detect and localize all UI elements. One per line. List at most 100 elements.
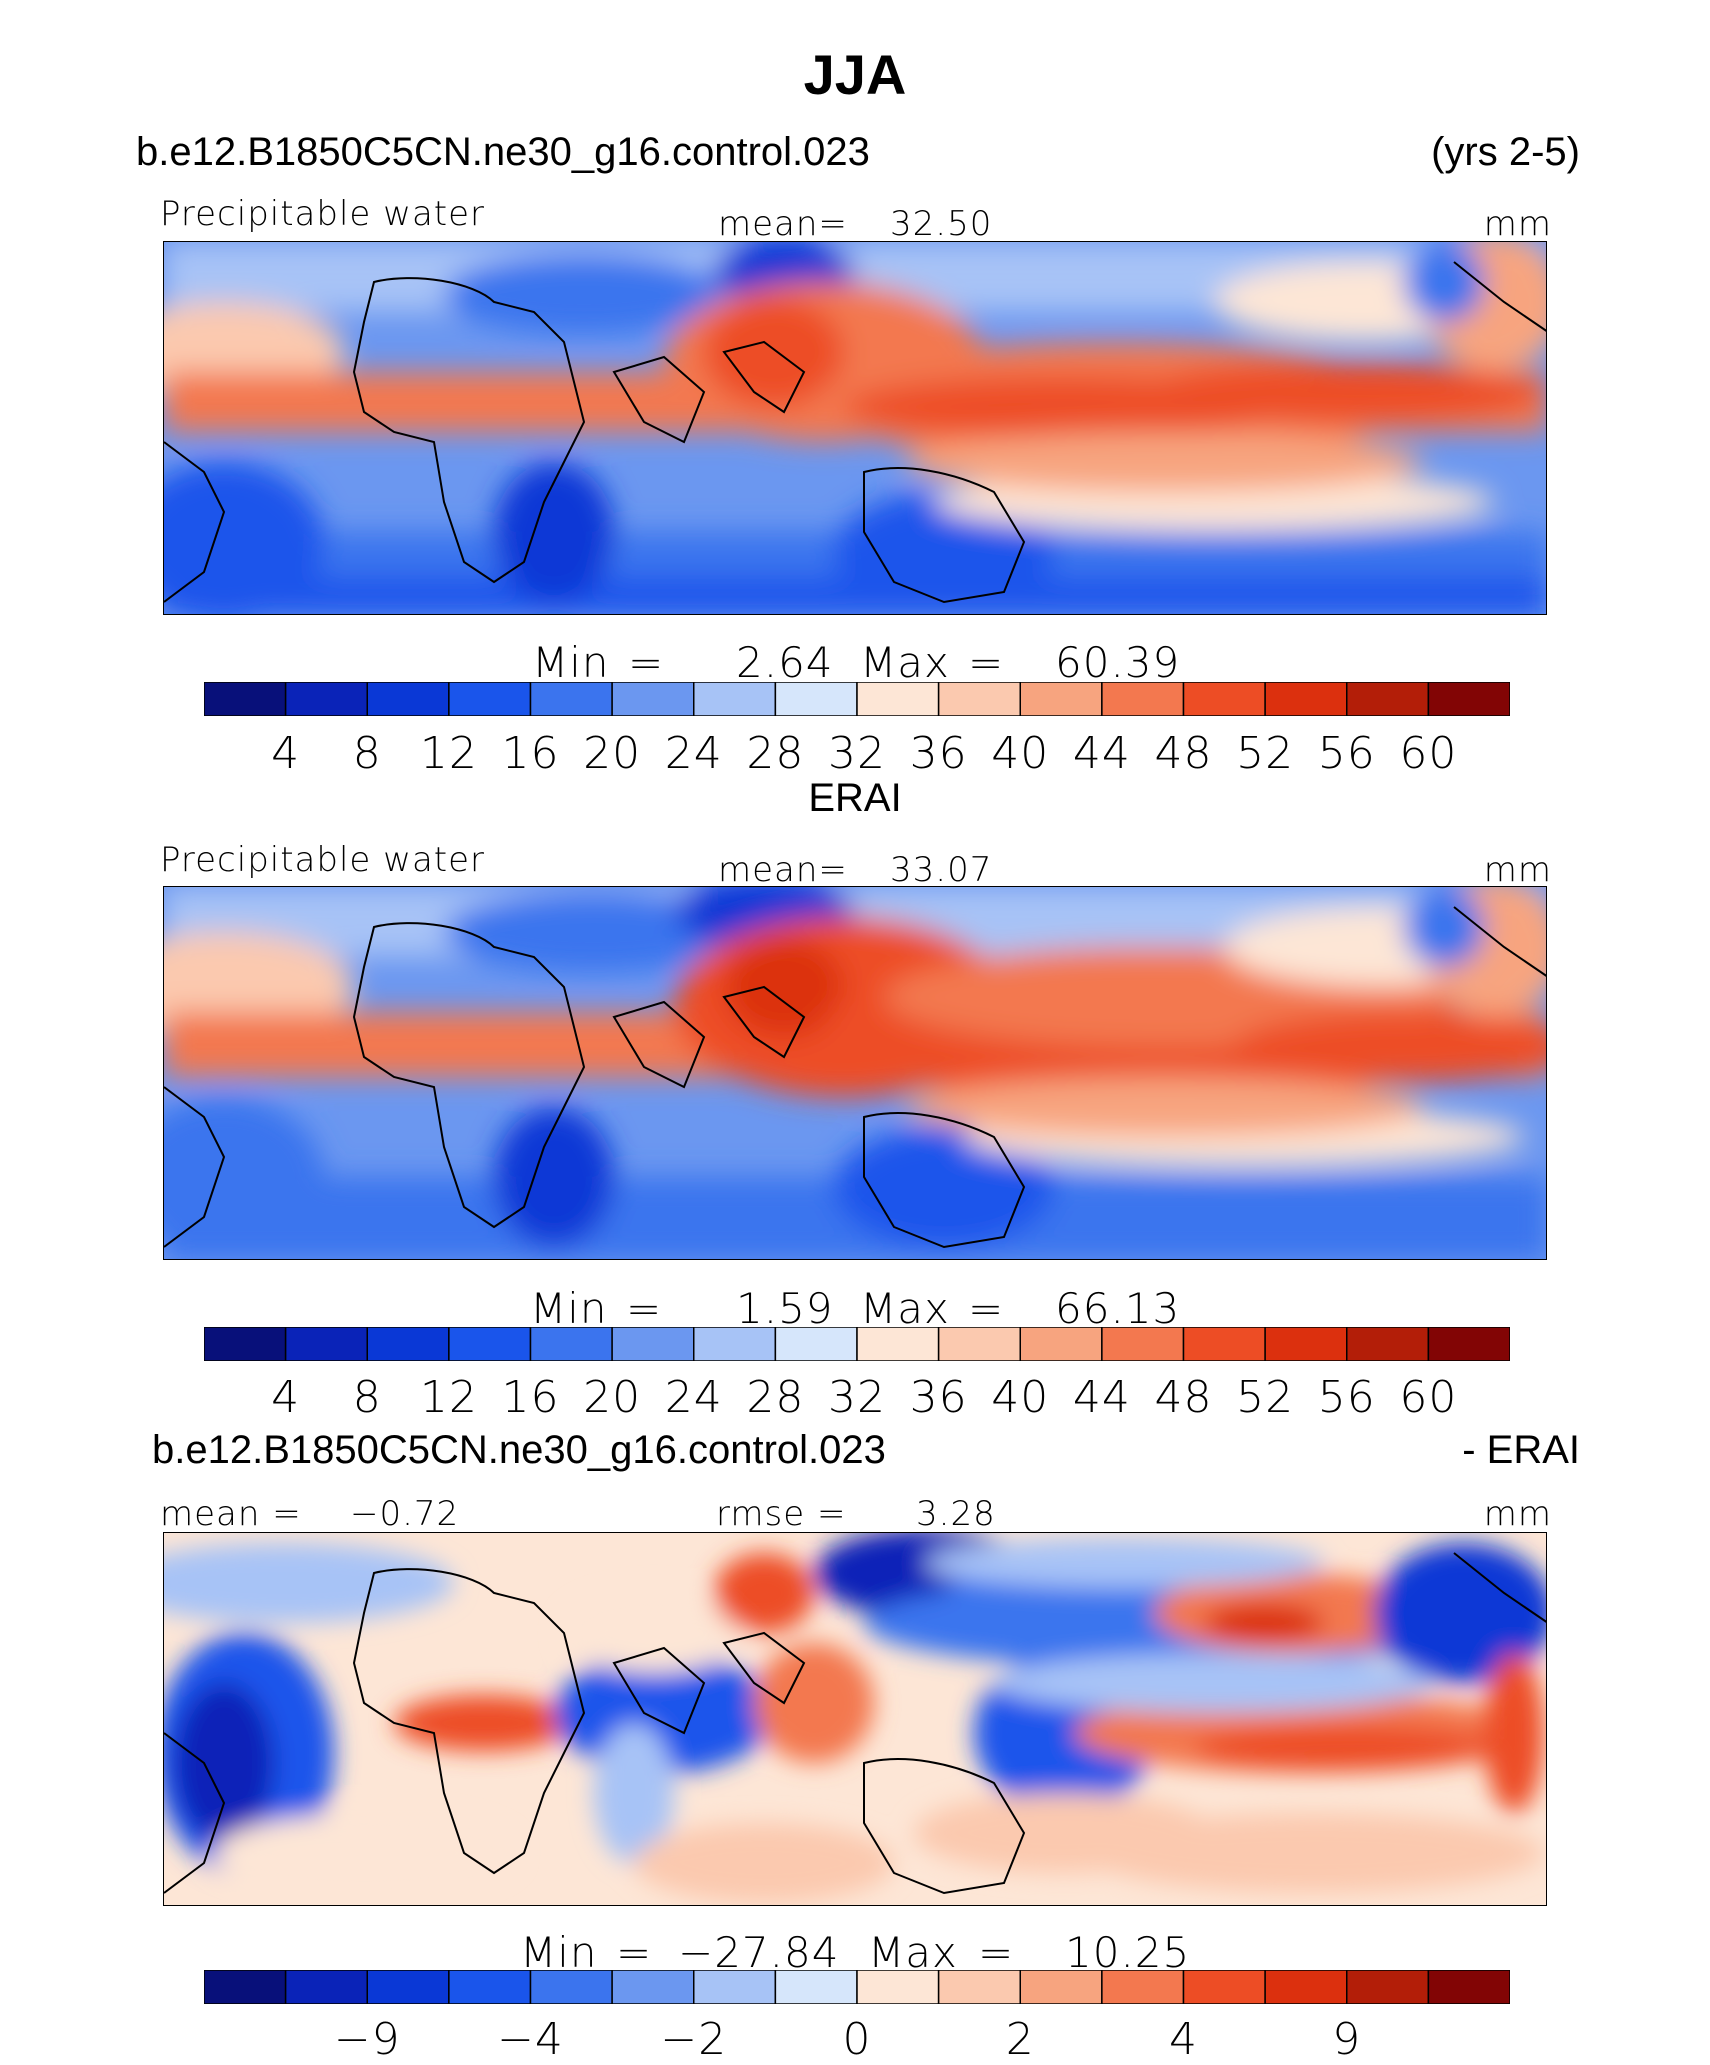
panel1-colorbar-boxes xyxy=(204,682,1510,716)
panel3-min-label: Min xyxy=(520,1928,598,1977)
colorbar-box xyxy=(1182,682,1266,716)
page-title: JJA xyxy=(803,43,907,106)
colorbar-box xyxy=(529,1970,613,2004)
colorbar-tick-label: 36 xyxy=(909,728,968,779)
colorbar-box xyxy=(529,1327,613,1361)
colorbar-box xyxy=(856,682,940,716)
colorbar-box xyxy=(611,1970,695,2004)
colorbar-box xyxy=(1182,1327,1266,1361)
colorbar-tick-label: 32 xyxy=(828,728,886,779)
colorbar-box xyxy=(204,1327,287,1361)
colorbar-box xyxy=(1264,682,1348,716)
panel1-case-title: b.e12.B1850C5CN.ne30_g16.control.023 xyxy=(136,130,870,174)
colorbar-tick-label: 40 xyxy=(991,728,1050,779)
colorbar-box xyxy=(1264,1970,1348,2004)
colorbar-box xyxy=(693,1970,777,2004)
panel1-max-eq: = xyxy=(968,638,1005,687)
colorbar-box xyxy=(284,682,369,716)
colorbar-tick-label: 36 xyxy=(909,1372,968,1423)
colorbar-tick-label: 16 xyxy=(501,728,560,779)
colorbar-tick-label: 16 xyxy=(501,1372,560,1423)
colorbar-box xyxy=(611,1327,695,1361)
panel3-colorbar-boxes xyxy=(204,1970,1510,2004)
colorbar-box xyxy=(1019,1970,1103,2004)
colorbar-box xyxy=(529,682,613,716)
colorbar-box xyxy=(937,1327,1022,1361)
colorbar-tick-label: 48 xyxy=(1154,728,1213,779)
panel3-max-eq: = xyxy=(978,1928,1015,1977)
colorbar-box xyxy=(693,682,777,716)
panel2-units: mm xyxy=(1483,850,1552,890)
colorbar-box xyxy=(774,1970,858,2004)
panel2-max-value: 66.13 xyxy=(1055,1284,1181,1333)
colorbar-tick-label: 12 xyxy=(419,728,478,779)
panel2-mean-label: mean= xyxy=(718,850,848,890)
colorbar-box xyxy=(448,1327,532,1361)
panel1-mean-label: mean= xyxy=(718,204,848,244)
colorbar-tick-label: 20 xyxy=(583,1372,642,1423)
panel1-min-value: 2.64 xyxy=(736,638,834,687)
colorbar-tick-label: 44 xyxy=(1072,1372,1131,1423)
panel1-mean-value: 32.50 xyxy=(890,204,993,244)
colorbar-box xyxy=(284,1970,369,2004)
colorbar-tick-label: 40 xyxy=(991,1372,1050,1423)
colorbar-tick-label: 4 xyxy=(1169,2014,1198,2065)
colorbar-tick-label: 56 xyxy=(1317,728,1376,779)
colorbar-tick-label: 48 xyxy=(1154,1372,1213,1423)
colorbar-box xyxy=(937,1970,1022,2004)
panel1-max-label: Max xyxy=(860,638,950,687)
panel3-max-value: 10.25 xyxy=(1065,1928,1191,1977)
colorbar-tick-label: 56 xyxy=(1317,1372,1376,1423)
colorbar-box xyxy=(1101,1327,1185,1361)
panel2-case-title: ERAI xyxy=(808,776,902,820)
colorbar-tick-label: 8 xyxy=(352,1372,382,1423)
colorbar-tick-label: 44 xyxy=(1072,728,1131,779)
colorbar-box xyxy=(611,682,695,716)
colorbar-box xyxy=(1427,1327,1510,1361)
panel3-case-title: b.e12.B1850C5CN.ne30_g16.control.023 xyxy=(152,1428,886,1472)
panel1-colorbar xyxy=(204,682,1510,716)
colorbar-box xyxy=(856,1970,940,2004)
panel3-rmse-label: rmse = xyxy=(716,1494,847,1534)
panel2-max-eq: = xyxy=(968,1284,1005,1333)
panel1-min-label: Min xyxy=(532,638,610,687)
colorbar-tick-label: 0 xyxy=(842,2014,872,2065)
panel3-colorbar xyxy=(204,1970,1510,2004)
colorbar-tick-label: 12 xyxy=(419,1372,478,1423)
colorbar-box xyxy=(366,682,450,716)
panel3-min-eq: = xyxy=(616,1928,653,1977)
colorbar-tick-label: 24 xyxy=(664,1372,723,1423)
colorbar-tick-label: 4 xyxy=(271,728,301,779)
colorbar-box xyxy=(448,1970,532,2004)
panel3-map-field xyxy=(164,1533,1546,1905)
panel3-rmse-value: 3.28 xyxy=(916,1494,996,1534)
panel2-min-label: Min xyxy=(530,1284,608,1333)
colorbar-box xyxy=(1346,682,1430,716)
panel2-min-value: 1.59 xyxy=(736,1284,834,1333)
colorbar-box xyxy=(204,682,287,716)
colorbar-box xyxy=(284,1327,369,1361)
colorbar-tick-label: 32 xyxy=(828,1372,886,1423)
panel3-units: mm xyxy=(1483,1494,1552,1534)
colorbar-box xyxy=(1346,1970,1430,2004)
colorbar-box xyxy=(204,1970,287,2004)
colorbar-box xyxy=(937,682,1022,716)
panel3-min-value: −27.84 xyxy=(678,1928,840,1977)
colorbar-box xyxy=(1019,1327,1103,1361)
colorbar-tick-label: 8 xyxy=(352,728,382,779)
colorbar-tick-label: 52 xyxy=(1236,728,1295,779)
panel2-mean-value: 33.07 xyxy=(890,850,993,890)
panel2-colorbar xyxy=(204,1327,1510,1361)
colorbar-box xyxy=(448,682,532,716)
panel3-right-title: - ERAI xyxy=(1462,1428,1580,1472)
panel1-map-field xyxy=(164,242,1546,614)
panel1-period: (yrs 2-5) xyxy=(1431,130,1580,174)
colorbar-box xyxy=(774,682,858,716)
colorbar-tick-label: 4 xyxy=(271,1372,301,1423)
colorbar-box xyxy=(1101,682,1185,716)
colorbar-box xyxy=(1019,682,1103,716)
colorbar-tick-label: −4 xyxy=(497,2014,564,2065)
panel1-variable-label: Precipitable water xyxy=(160,194,486,234)
panel2-min-eq: = xyxy=(626,1284,663,1333)
panel2-map-field xyxy=(164,887,1546,1259)
